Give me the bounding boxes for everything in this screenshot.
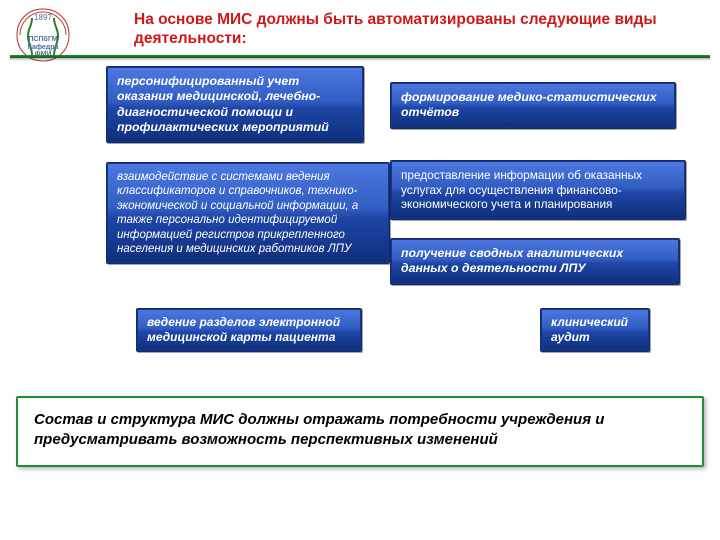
activity-box-personified-accounting: персонифицированный учет оказания медици…	[106, 66, 364, 143]
slide-header: 1897 ПСПбГМ Кафедра ФМИ На основе МИС до…	[0, 0, 720, 49]
activity-box-financial-info: предоставление информации об оказанных у…	[390, 160, 686, 220]
activity-box-analytical-data: получение сводных аналитических данных о…	[390, 238, 680, 285]
bottom-statement-text: Состав и структура МИС должны отражать п…	[34, 410, 686, 451]
activity-box-ehr-sections: ведение разделов электронной медицинской…	[136, 308, 362, 352]
logo-year: 1897	[14, 13, 72, 22]
activity-box-interaction-classifiers: взаимодействие с системами ведения класс…	[106, 162, 390, 264]
header-rule	[10, 55, 710, 61]
bottom-statement-frame: Состав и структура МИС должны отражать п…	[16, 396, 704, 467]
slide-title: На основе МИС должны быть автоматизирова…	[134, 8, 706, 49]
activity-box-clinical-audit: клинический аудит	[540, 308, 650, 352]
activity-box-med-stat-reports: формирование медико-статистических отчёт…	[390, 82, 676, 129]
